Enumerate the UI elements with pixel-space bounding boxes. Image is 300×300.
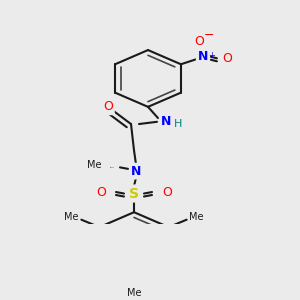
Text: −: −	[204, 29, 214, 42]
Text: O: O	[222, 52, 232, 65]
Text: N: N	[198, 50, 208, 63]
Text: Me: Me	[64, 212, 79, 222]
Text: Me: Me	[127, 288, 141, 298]
Text: S: S	[129, 187, 139, 200]
Text: Me: Me	[87, 160, 101, 170]
Text: H: H	[174, 119, 182, 129]
Text: O: O	[96, 185, 106, 199]
Text: O: O	[103, 100, 113, 113]
Text: O: O	[194, 35, 204, 48]
Text: Me: Me	[189, 212, 204, 222]
Text: O: O	[162, 185, 172, 199]
Text: N: N	[161, 115, 171, 128]
Text: N: N	[131, 165, 141, 178]
Text: methyl: methyl	[110, 167, 114, 168]
Text: +: +	[208, 51, 215, 60]
